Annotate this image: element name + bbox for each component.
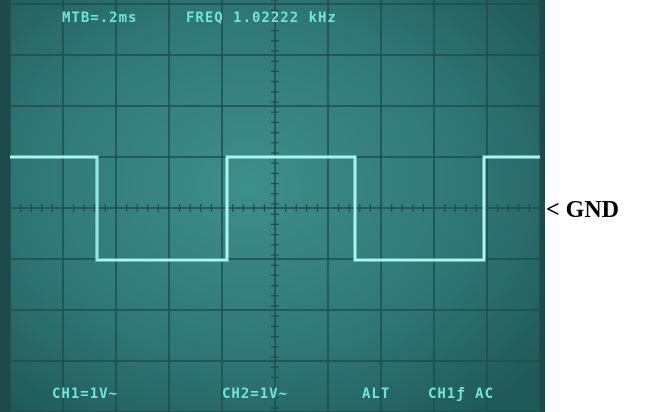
frequency: FREQ 1.02222 kHz	[186, 10, 337, 26]
mode: ALT	[362, 386, 390, 402]
gnd-marker: < GND	[546, 197, 619, 224]
oscilloscope-screen: MTB=.2ms FREQ 1.02222 kHz CH1=1V∼ CH2=1V…	[0, 0, 545, 412]
ch2-setting: CH2=1V∼	[222, 386, 288, 402]
timebase: MTB=.2ms	[62, 10, 137, 26]
ch1-setting: CH1=1V∼	[52, 386, 118, 402]
page: {"header": {"timebase": "MTB=.2ms", "fre…	[0, 0, 654, 412]
trigger: CH1ƒ AC	[428, 386, 494, 402]
